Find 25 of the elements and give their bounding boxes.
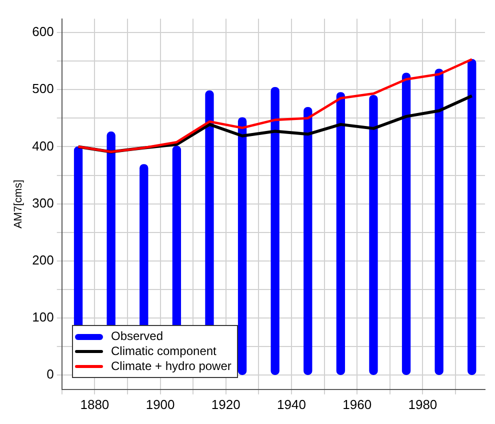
x-tick-label: 1940 (277, 396, 306, 412)
y-tick-label: 300 (32, 195, 54, 210)
x-tick-label: 1980 (408, 396, 438, 412)
y-tick-label: 200 (32, 252, 54, 268)
legend-label: Climatic component (111, 344, 216, 359)
x-tick-label: 1900 (146, 396, 175, 412)
y-tick-label: 400 (32, 138, 54, 154)
x-tick-label: 1960 (342, 396, 372, 412)
bar (402, 72, 411, 375)
bar (270, 86, 280, 375)
bar (468, 59, 476, 375)
bar (434, 68, 444, 375)
bar (238, 117, 247, 375)
bar (336, 92, 346, 375)
x-tick-label: 1920 (211, 396, 240, 412)
legend-label: Climate + hydro power (111, 359, 232, 374)
legend-label: Observed (111, 329, 164, 344)
bar (304, 106, 312, 375)
y-tick-label: 100 (32, 310, 54, 325)
y-tick-label: 600 (32, 24, 54, 40)
bar (369, 94, 378, 375)
x-tick-label: 1880 (80, 396, 110, 412)
y-tick-label: 0 (46, 366, 54, 382)
y-tick-label: 500 (32, 81, 54, 96)
y-axis-title: AM7[cms] (12, 180, 25, 229)
